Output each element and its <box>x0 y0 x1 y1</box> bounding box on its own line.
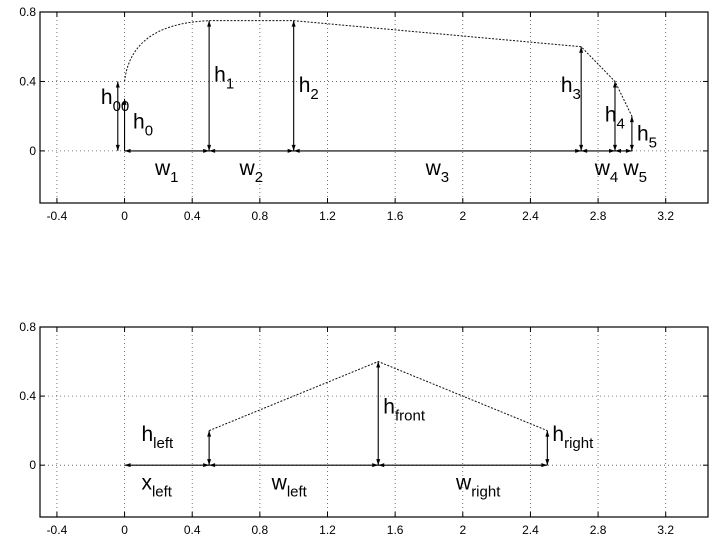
profile-curve <box>124 20 633 117</box>
x-tick-label: 3.2 <box>657 209 674 223</box>
height-arrowhead <box>376 459 381 466</box>
height-arrowhead <box>115 81 120 88</box>
axes-frame <box>39 326 709 518</box>
x-tick-label: -0.4 <box>47 209 68 223</box>
x-tick-label: 2.8 <box>590 523 607 537</box>
height-arrowhead <box>612 81 617 88</box>
x-tick-label: 2.8 <box>590 209 607 223</box>
x-tick-label: 0.8 <box>252 209 269 223</box>
width-arrowhead <box>209 148 216 153</box>
y-tick-label: 0.4 <box>19 389 36 403</box>
width-arrowhead <box>203 463 210 468</box>
dimension-label: w2 <box>239 157 264 186</box>
width-arrowhead <box>608 148 615 153</box>
x-tick-label: 1.6 <box>387 523 404 537</box>
dimension-label: w4 <box>594 157 619 186</box>
width-arrowhead <box>124 148 131 153</box>
dimension-label: hleft <box>141 423 174 452</box>
width-arrowhead <box>614 148 621 153</box>
height-arrowhead <box>291 144 296 151</box>
height-arrowhead <box>629 144 634 151</box>
height-arrowhead <box>115 144 120 151</box>
dimension-label: h3 <box>561 74 581 103</box>
x-tick-label: 2 <box>459 209 466 223</box>
width-arrowhead <box>372 463 379 468</box>
x-tick-label: 0.4 <box>184 523 201 537</box>
y-tick-label: 0.8 <box>19 320 36 334</box>
x-tick-label: 0.8 <box>252 523 269 537</box>
height-arrowhead <box>122 98 127 105</box>
axes-frame <box>39 11 709 204</box>
height-arrowhead <box>207 430 212 437</box>
height-arrowhead <box>545 430 550 437</box>
width-arrowhead <box>625 148 632 153</box>
height-arrowhead <box>376 361 381 368</box>
x-tick-label: 0.4 <box>184 209 201 223</box>
height-arrowhead <box>579 46 584 53</box>
height-arrowhead <box>207 459 212 466</box>
width-arrowhead <box>581 148 588 153</box>
dimension-label: h0 <box>133 110 153 139</box>
dimension-label: h1 <box>214 63 234 92</box>
width-arrowhead <box>124 463 131 468</box>
dimension-label: hfront <box>383 395 426 424</box>
x-tick-label: 3.2 <box>657 523 674 537</box>
x-tick-label: 1.6 <box>387 209 404 223</box>
height-arrowhead <box>629 116 634 123</box>
width-arrowhead <box>287 148 294 153</box>
height-arrowhead <box>612 144 617 151</box>
x-tick-label: 2.4 <box>522 523 539 537</box>
dimension-label: w5 <box>622 157 647 186</box>
dimension-label: h5 <box>637 122 657 151</box>
x-tick-label: 2.4 <box>522 209 539 223</box>
profile-curve <box>208 361 548 432</box>
x-tick-label: 1.2 <box>319 523 336 537</box>
bottom-panel: -0.4 0 0.4 0.8 1.2 1.6 2 2.4 2.8 3.2 0 0.4 0.8 hleft h… <box>19 320 709 537</box>
height-arrowhead <box>291 20 296 27</box>
x-tick-label: -0.4 <box>47 523 68 537</box>
height-arrowhead <box>579 144 584 151</box>
height-arrowhead <box>207 20 212 27</box>
dimension-label: h00 <box>101 86 129 115</box>
dimension-label: w1 <box>154 157 179 186</box>
y-tick-label: 0.4 <box>19 74 36 88</box>
width-arrowhead <box>209 463 216 468</box>
x-tick-label: 2 <box>459 523 466 537</box>
dimension-label: h2 <box>299 74 319 103</box>
dimension-label: xleft <box>141 471 172 500</box>
height-arrowhead <box>207 144 212 151</box>
x-tick-label: 0 <box>121 523 128 537</box>
width-arrowhead <box>575 148 582 153</box>
dimension-label: h4 <box>605 103 625 132</box>
x-tick-label: 0 <box>121 209 128 223</box>
width-arrowhead <box>541 463 548 468</box>
dimension-label: wleft <box>271 471 308 500</box>
dimension-label: wright <box>455 471 501 500</box>
y-tick-label: 0 <box>29 458 36 472</box>
x-tick-label: 1.2 <box>319 209 336 223</box>
y-tick-label: 0.8 <box>19 5 36 19</box>
width-arrowhead <box>203 148 210 153</box>
width-arrowhead <box>378 463 385 468</box>
y-tick-label: 0 <box>29 144 36 158</box>
height-arrowhead <box>545 459 550 466</box>
dimension-label: w3 <box>425 157 450 186</box>
width-arrowhead <box>293 148 300 153</box>
dimension-label: hright <box>552 423 594 452</box>
